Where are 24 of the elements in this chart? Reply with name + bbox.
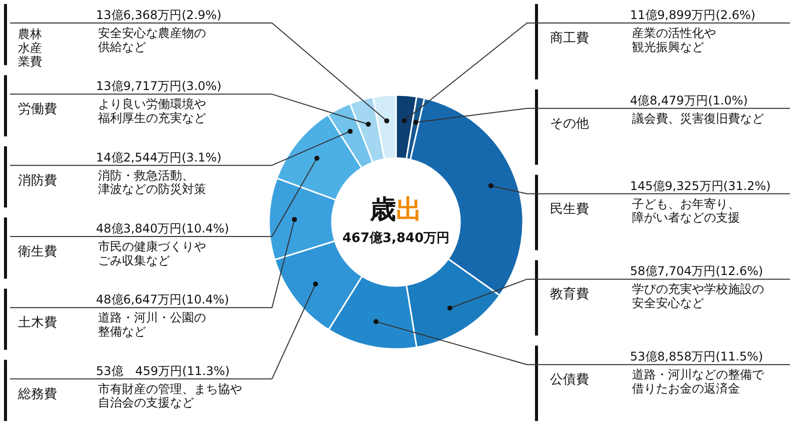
text: 467億3,840万円 (342, 230, 450, 246)
data-label: 48億6,647万円(10.4%) (96, 292, 230, 307)
data-label: 53億8,858万円(11.5%) (630, 350, 764, 364)
data-label: 145億9,325万円(31.2%) (630, 178, 771, 193)
data-label: 4億8,479万円(1.0%) (630, 93, 748, 108)
slice-label: 土木費 (18, 316, 57, 331)
slice-label: 消防費 (18, 173, 57, 188)
slice-label: 教育費 (550, 286, 589, 302)
slice-label: その他 (550, 116, 589, 132)
data-label: 13億9,717万円(3.0%) (96, 79, 222, 94)
slice-label: 総務費 (17, 386, 57, 402)
slice-label: 民生費 (550, 202, 589, 217)
data-label: 11億9,899万円(2.6%) (630, 8, 756, 22)
data-label: 58億7,704万円(12.6%) (630, 264, 764, 278)
data-label: 14億2,544万円(3.1%) (96, 150, 222, 164)
slice-label: 商工費 (550, 31, 589, 46)
slice-label: 衛生費 (18, 244, 57, 260)
slice-label: 公債費 (550, 372, 589, 388)
data-label: 13億6,368万円(2.9%) (96, 8, 222, 22)
data-label: 48億3,840万円(10.4%) (96, 222, 230, 236)
slice-label: 農林水産業費 (18, 27, 42, 69)
data-label: 53億 459万円(11.3%) (96, 364, 230, 378)
text: 歳出 (369, 195, 422, 225)
slice-label: 労働費 (18, 102, 57, 118)
